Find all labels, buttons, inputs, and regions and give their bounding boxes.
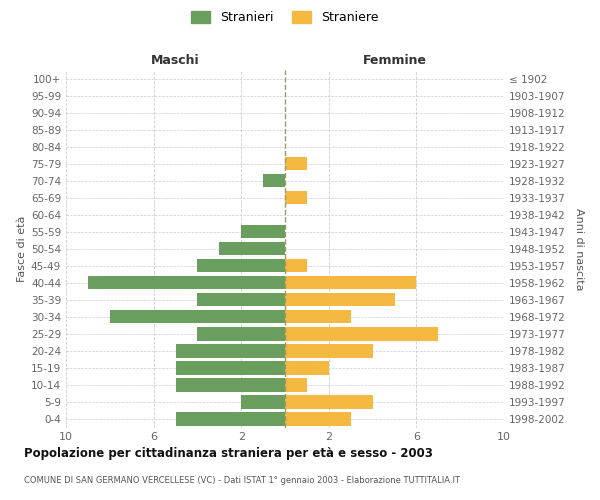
Bar <box>285 362 329 374</box>
Bar <box>285 310 351 324</box>
Bar <box>285 259 307 272</box>
Text: Popolazione per cittadinanza straniera per età e sesso - 2003: Popolazione per cittadinanza straniera p… <box>24 448 433 460</box>
Bar <box>263 174 285 188</box>
Y-axis label: Fasce di età: Fasce di età <box>17 216 27 282</box>
Bar <box>285 293 395 306</box>
Bar <box>285 396 373 408</box>
Bar <box>285 344 373 358</box>
Bar <box>197 259 285 272</box>
Bar <box>285 378 307 392</box>
Text: Femmine: Femmine <box>362 54 427 68</box>
Bar <box>285 276 416 289</box>
Bar <box>220 242 285 256</box>
Bar <box>197 327 285 340</box>
Bar <box>197 293 285 306</box>
Bar <box>175 412 285 426</box>
Bar <box>285 412 351 426</box>
Bar <box>175 344 285 358</box>
Bar <box>175 362 285 374</box>
Bar <box>241 396 285 408</box>
Y-axis label: Anni di nascita: Anni di nascita <box>574 208 584 290</box>
Bar <box>285 327 439 340</box>
Bar <box>110 310 285 324</box>
Text: Maschi: Maschi <box>151 54 200 68</box>
Bar <box>285 157 307 170</box>
Bar <box>175 378 285 392</box>
Legend: Stranieri, Straniere: Stranieri, Straniere <box>187 6 383 29</box>
Bar <box>88 276 285 289</box>
Text: COMUNE DI SAN GERMANO VERCELLESE (VC) - Dati ISTAT 1° gennaio 2003 - Elaborazion: COMUNE DI SAN GERMANO VERCELLESE (VC) - … <box>24 476 460 485</box>
Bar <box>285 191 307 204</box>
Bar <box>241 225 285 238</box>
